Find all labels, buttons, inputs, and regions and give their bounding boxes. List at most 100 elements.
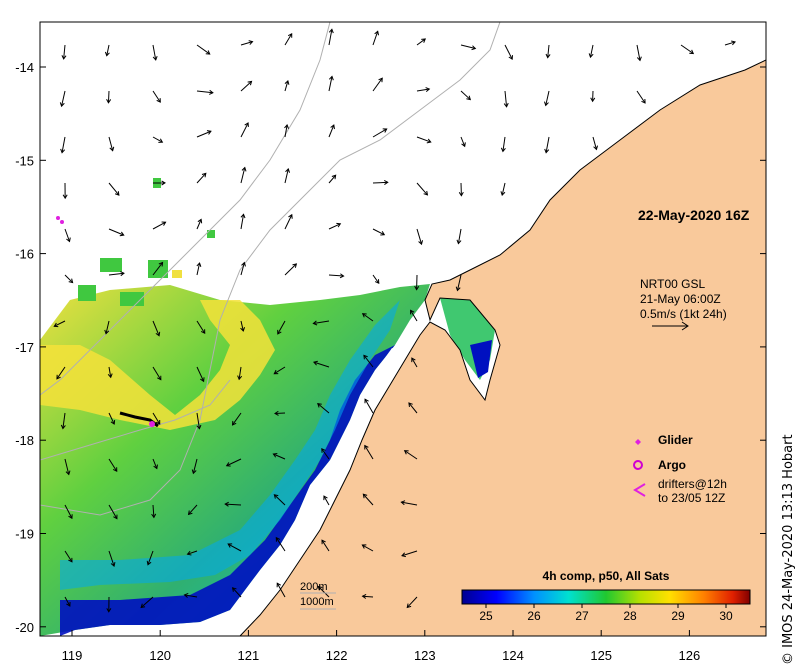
current-vector (680, 44, 694, 54)
current-vector-head (66, 602, 71, 607)
current-vector-head (426, 138, 432, 144)
current-vector-head (66, 237, 71, 243)
current-vector (196, 262, 201, 276)
current-vector (284, 124, 288, 138)
current-vector (226, 458, 242, 467)
current-vector-head (418, 240, 424, 246)
argo-marker-icon (633, 460, 643, 470)
credit-container: © IMOS 24-May-2020 13:13 Hobart (775, 400, 803, 665)
current-vector-head (411, 357, 416, 363)
current-vector (152, 458, 158, 469)
current-vector (372, 77, 383, 92)
current-vector-head (68, 557, 73, 563)
current-vector (152, 90, 161, 103)
current-vector (408, 402, 418, 414)
current-vector (275, 537, 286, 552)
current-vector-head (120, 271, 125, 277)
current-vector (240, 80, 252, 92)
current-vector (592, 136, 597, 150)
current-vector-head (56, 374, 61, 380)
current-vector (636, 90, 646, 104)
current-vector (240, 214, 245, 230)
current-vector-head (140, 603, 146, 609)
current-vector-head (106, 608, 112, 613)
current-vector-head (158, 261, 164, 267)
current-vector-head (458, 191, 464, 197)
current-vector-head (272, 452, 278, 458)
x-tick-label: 125 (590, 648, 612, 663)
current-vector (457, 228, 462, 244)
current-vector-head (156, 98, 161, 103)
current-vector (372, 274, 380, 284)
current-vector (460, 44, 476, 49)
current-vector-head (152, 56, 158, 61)
colorbar-tick-label: 30 (719, 609, 733, 623)
glider-marker-icon (635, 439, 641, 445)
current-vector-head (65, 470, 71, 476)
y-axis: -14 -15 -16 -17 -18 -19 -20 (15, 60, 766, 635)
current-vector-head (107, 373, 113, 379)
y-tick-label: -18 (15, 433, 34, 448)
colorbar-tick-label: 27 (575, 609, 589, 623)
current-vector-head (106, 99, 112, 104)
current-vector (276, 583, 286, 598)
current-vector (108, 136, 114, 151)
current-vector (232, 587, 242, 598)
current-vector-head (248, 40, 254, 45)
current-vector (62, 412, 66, 429)
current-vector (152, 44, 157, 61)
coastal-gap (225, 348, 404, 632)
current-vector (362, 493, 374, 506)
current-vector-head (247, 80, 253, 86)
current-vector-head (186, 550, 192, 556)
current-vector-head (689, 49, 695, 55)
current-vector (196, 219, 202, 230)
current-vector-head (731, 40, 736, 46)
current-vector (273, 366, 286, 375)
current-vector (502, 136, 506, 152)
current-vector-head (466, 95, 472, 101)
current-vector-head (406, 603, 412, 609)
current-vector-head (206, 130, 212, 135)
current-vector-head (53, 322, 59, 328)
current-vector-head (114, 191, 120, 196)
current-vector (196, 320, 206, 334)
current-vector-head (328, 75, 334, 81)
current-vector (152, 320, 160, 336)
current-vector (362, 544, 374, 552)
legend-glider: Glider (658, 433, 693, 447)
drifter-marker-icon (633, 483, 646, 497)
current-vector-head (456, 239, 462, 245)
current-vector-head (157, 375, 162, 381)
current-vector (192, 458, 198, 474)
current-vector (187, 550, 198, 555)
current-vector (547, 44, 550, 58)
current-vector (416, 88, 430, 92)
current-vector (274, 494, 286, 506)
current-vector (196, 130, 212, 138)
current-vector (64, 228, 71, 242)
sst-field (40, 284, 430, 636)
current-vector-head (112, 467, 118, 473)
current-vector (240, 262, 245, 276)
current-vector-head (410, 309, 415, 315)
current-vector-head (287, 32, 293, 38)
current-vector (188, 504, 198, 515)
current-vector (108, 550, 115, 567)
current-vector (411, 357, 418, 368)
current-vector (724, 41, 736, 46)
current-vector (328, 29, 333, 46)
current-vector (232, 412, 242, 426)
current-vector (362, 313, 374, 322)
current-vector-head (374, 279, 380, 284)
current-vector-head (364, 398, 369, 404)
current-vector (63, 44, 66, 59)
current-vector-head (191, 469, 197, 475)
x-axis: 119 120 121 122 123 124 125 126 (62, 630, 700, 663)
current-vector (54, 320, 66, 327)
current-vector (404, 450, 418, 460)
current-vector-head (361, 593, 367, 599)
current-vector (64, 596, 71, 607)
current-vector-head (471, 45, 477, 51)
